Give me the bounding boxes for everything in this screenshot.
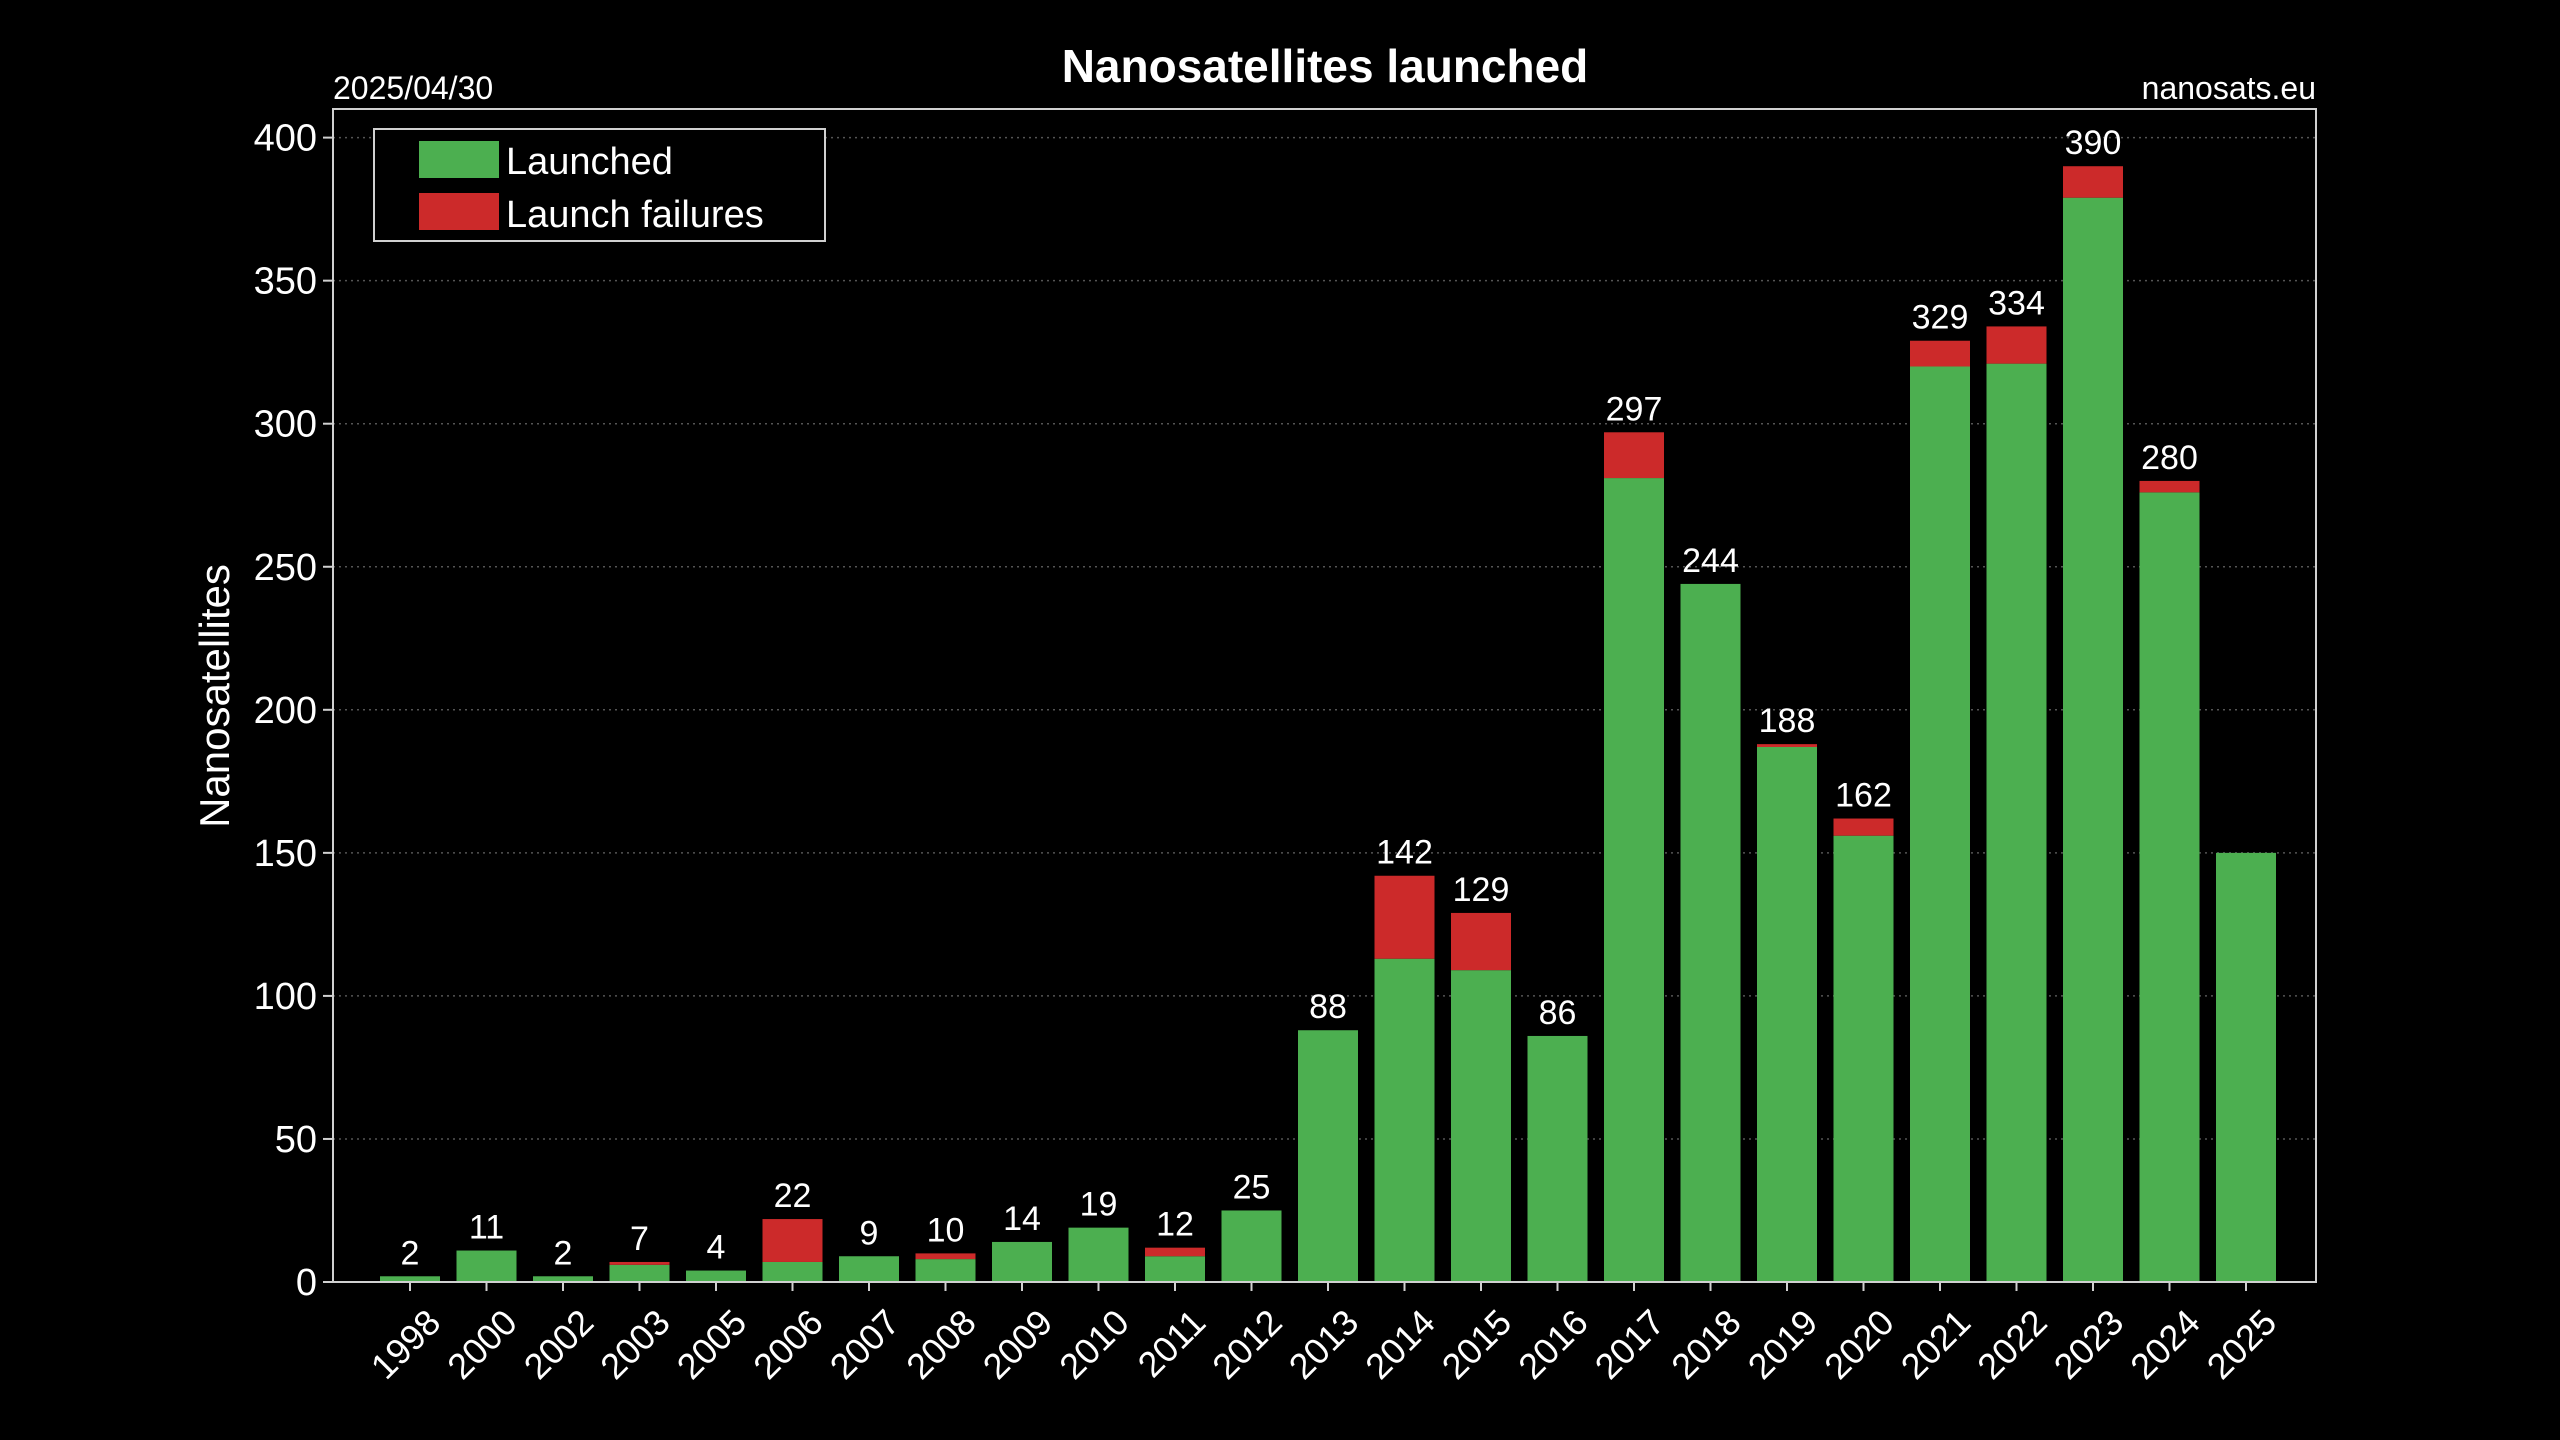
bar-launched-2002 — [533, 1276, 593, 1282]
value-label-2005: 4 — [707, 1229, 726, 1267]
bar-launched-2006 — [762, 1261, 823, 1282]
y-axis-ticks: 0 50 100 150 200 250 300 350 400 — [254, 118, 333, 1304]
value-label-2012: 25 — [1233, 1168, 1271, 1206]
bar-launched-2015 — [1451, 970, 1511, 1282]
bar-launched-2022 — [1986, 363, 2047, 1282]
value-label-2008: 10 — [927, 1211, 965, 1249]
y-tick-label: 350 — [254, 261, 317, 303]
value-label-2010: 19 — [1080, 1186, 1118, 1224]
legend-swatch-failures — [419, 193, 499, 230]
value-label-2024: 280 — [2141, 439, 2198, 477]
bar-failures-2023 — [2063, 166, 2123, 198]
value-label-2017: 297 — [1606, 390, 1663, 428]
bar-launched-2013 — [1298, 1030, 1358, 1282]
bar-launched-2023 — [2063, 197, 2123, 1283]
bar-failures-2019 — [1757, 744, 1817, 747]
bar-failures-2008 — [915, 1253, 976, 1260]
bar-launched-2010 — [1068, 1227, 1129, 1282]
y-tick-label: 50 — [275, 1119, 317, 1161]
bar-launched-2016 — [1527, 1035, 1588, 1282]
bar-launched-2024 — [2139, 492, 2200, 1282]
bar-failures-2021 — [1910, 340, 1970, 367]
value-label-2018: 244 — [1682, 542, 1739, 580]
chart-title: Nanosatellites launched — [1062, 40, 1589, 92]
y-tick-label: 0 — [296, 1262, 317, 1304]
bar-launched-2005 — [686, 1270, 746, 1282]
value-label-2003: 7 — [630, 1220, 649, 1258]
y-tick-label: 100 — [254, 976, 317, 1018]
y-tick-label: 300 — [254, 404, 317, 446]
value-label-2023: 390 — [2065, 124, 2122, 162]
value-label-2002: 2 — [554, 1234, 573, 1272]
bar-launched-2018 — [1680, 583, 1741, 1282]
bar-launched-2020 — [1833, 835, 1894, 1282]
value-label-2022: 334 — [1988, 284, 2045, 322]
bar-failures-2011 — [1145, 1247, 1205, 1257]
y-tick-label: 200 — [254, 690, 317, 732]
bar-launched-2019 — [1757, 746, 1817, 1282]
bar-launched-2021 — [1910, 366, 1970, 1282]
legend-label-failures: Launch failures — [506, 194, 764, 236]
value-label-2019: 188 — [1759, 702, 1816, 740]
bar-launched-1998 — [380, 1276, 440, 1282]
legend-swatch-launched — [419, 141, 499, 178]
date-stamp: 2025/04/30 — [333, 70, 493, 106]
source-credit: nanosats.eu — [2142, 70, 2316, 106]
value-label-2014: 142 — [1376, 834, 1433, 872]
bar-failures-2014 — [1374, 875, 1435, 959]
bar-failures-2006 — [762, 1219, 823, 1262]
plot-frame — [332, 108, 2317, 1283]
value-labels: 2 11 2 7 4 22 9 10 14 19 12 25 88 142 129 86 297 244 188 16… — [401, 124, 2198, 1272]
legend: Launched Launch failures — [373, 128, 826, 242]
y-tick-label: 250 — [254, 547, 317, 589]
bars — [380, 166, 2276, 1283]
bar-launched-2003 — [609, 1264, 670, 1282]
value-label-2009: 14 — [1003, 1200, 1041, 1238]
bar-launched-2014 — [1374, 958, 1435, 1282]
value-label-2020: 162 — [1835, 777, 1892, 815]
grid-lines — [333, 136, 2316, 1140]
bar-failures-2003 — [609, 1261, 670, 1265]
bar-failures-2022 — [1986, 326, 2047, 364]
value-label-2021: 329 — [1912, 299, 1969, 337]
bar-launched-2011 — [1145, 1256, 1205, 1282]
value-label-2016: 86 — [1539, 994, 1577, 1032]
bar-failures-2015 — [1451, 912, 1511, 971]
value-label-2013: 88 — [1309, 988, 1347, 1026]
bar-launched-2009 — [992, 1241, 1052, 1282]
bar-launched-2025 — [2216, 852, 2276, 1282]
y-tick-label: 150 — [254, 833, 317, 875]
bar-launched-2008 — [915, 1259, 976, 1282]
bar-failures-2020 — [1833, 818, 1894, 836]
value-label-2006: 22 — [774, 1177, 812, 1215]
bar-failures-2017 — [1604, 432, 1664, 479]
bar-launched-2000 — [456, 1250, 517, 1282]
y-tick-label: 400 — [254, 118, 317, 160]
value-label-1998: 2 — [401, 1234, 420, 1272]
legend-label-launched: Launched — [506, 141, 673, 183]
value-label-2015: 129 — [1453, 871, 1510, 909]
bar-launched-2012 — [1221, 1210, 1282, 1282]
value-label-2007: 9 — [860, 1214, 879, 1252]
bar-launched-2017 — [1604, 478, 1664, 1282]
bar-failures-2024 — [2139, 480, 2200, 493]
value-label-2000: 11 — [469, 1209, 504, 1247]
value-label-2011: 12 — [1156, 1206, 1194, 1244]
bar-launched-2007 — [839, 1256, 899, 1282]
y-axis-label: Nanosatellites — [191, 564, 238, 828]
